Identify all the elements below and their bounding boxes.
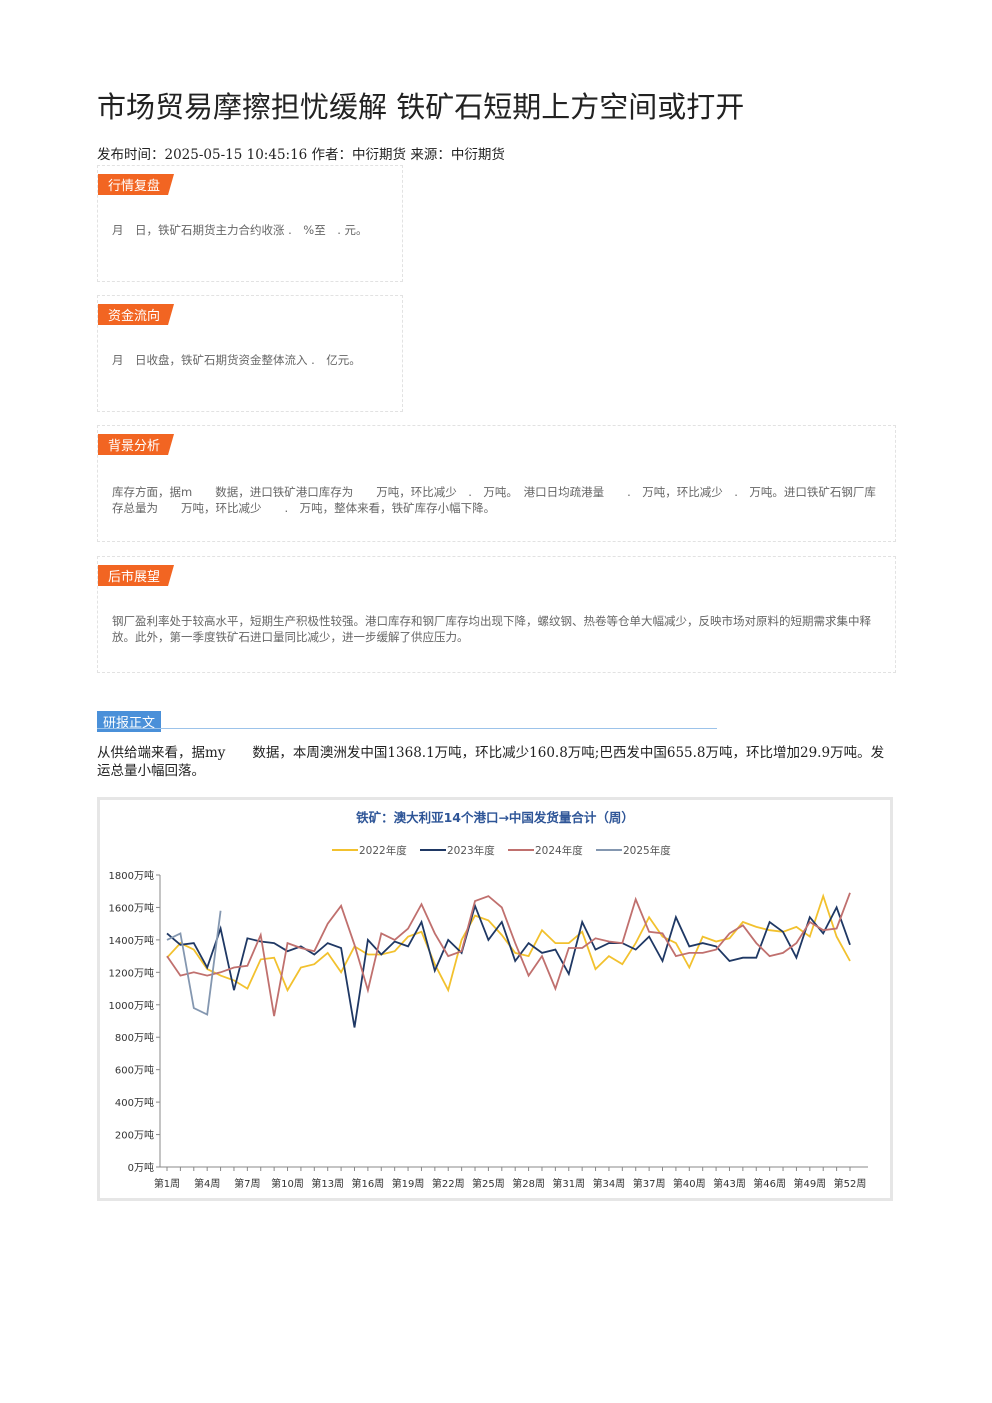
x-tick-label: 第37周: [633, 1177, 666, 1190]
x-tick-label: 第46周: [753, 1177, 786, 1190]
y-tick-label: 400万吨: [115, 1096, 154, 1109]
x-tick-label: 第31周: [552, 1177, 585, 1190]
y-tick-label: 1400万吨: [109, 934, 154, 947]
section-text: 月 日收盘，铁矿石期货资金整体流入 . 亿元。: [112, 353, 361, 367]
x-tick-label: 第25周: [472, 1177, 505, 1190]
x-tick-label: 第40周: [673, 1177, 706, 1190]
legend-label: 2023年度: [447, 844, 495, 857]
x-tick-label: 第16周: [352, 1177, 385, 1190]
section-text: 月 日，铁矿石期货主力合约收涨 . %至 . 元。: [112, 223, 368, 237]
x-tick-label: 第10周: [271, 1177, 304, 1190]
section-tag: 背景分析: [98, 434, 174, 455]
x-tick-label: 第28周: [512, 1177, 545, 1190]
section-tag: 行情复盘: [98, 174, 174, 195]
series-line: [166, 902, 851, 1028]
y-tick-label: 200万吨: [115, 1129, 154, 1142]
section-text: 钢厂盈利率处于较高水平，短期生产积极性较强。港口库存和钢厂库存均出现下降，螺纹钢…: [112, 614, 871, 644]
section-box: 背景分析 库存方面，据m 数据，进口铁矿港口库存为 万吨，环比减少 . 万吨。 …: [97, 425, 896, 542]
section-box: 后市展望 钢厂盈利率处于较高水平，短期生产积极性较强。港口库存和钢厂库存均出现下…: [97, 556, 896, 673]
title: 市场贸易摩擦担忧缓解 铁矿石短期上方空间或打开: [97, 90, 745, 124]
x-tick-label: 第43周: [713, 1177, 746, 1190]
chart: 铁矿：澳大利亚14个港口→中国发货量合计（周） 0万吨 200万吨 400万吨 600…: [109, 810, 868, 1190]
section-box: 资金流向 月 日收盘，铁矿石期货资金整体流入 . 亿元。: [97, 295, 403, 412]
y-tick-label: 1800万吨: [109, 869, 154, 882]
x-tick-label: 第7周: [234, 1177, 260, 1190]
x-tick-label: 第13周: [311, 1177, 344, 1190]
x-tick-label: 第19周: [392, 1177, 425, 1190]
meta: 发布时间：2025-05-15 10:45:16 作者：中衍期货 来源：中衍期货: [97, 147, 505, 163]
x-tick-label: 第22周: [432, 1177, 465, 1190]
y-tick-label: 800万吨: [115, 1031, 154, 1044]
x-tick-label: 第49周: [793, 1177, 826, 1190]
x-tick-label: 第34周: [593, 1177, 626, 1190]
series-line: [166, 910, 222, 1016]
x-tick-label: 第1周: [154, 1177, 180, 1190]
x-tick-label: 第52周: [834, 1177, 867, 1190]
y-tick-label: 1000万吨: [109, 999, 154, 1012]
y-tick-label: 0万吨: [128, 1161, 154, 1174]
y-tick-label: 1600万吨: [109, 901, 154, 914]
y-tick-label: 600万吨: [115, 1064, 154, 1077]
section-box: 行情复盘 月 日，铁矿石期货主力合约收涨 . %至 . 元。: [97, 165, 403, 282]
section-text: 库存方面，据m 数据，进口铁矿港口库存为 万吨，环比减少 . 万吨。 港口日均疏…: [112, 485, 876, 515]
divider: [97, 728, 717, 729]
report-tag: 研报正文: [97, 711, 162, 732]
section-tag: 后市展望: [98, 565, 174, 586]
section-tag: 资金流向: [98, 304, 174, 325]
legend-label: 2022年度: [359, 844, 407, 857]
report-text: 从供给端来看，据my 数据，本周澳洲发中国1368.1万吨，环比减少160.8万…: [97, 745, 885, 779]
series-line: [166, 892, 851, 1017]
chart-frame: 铁矿：澳大利亚14个港口→中国发货量合计（周） 0万吨 200万吨 400万吨 600…: [97, 797, 893, 1201]
legend-label: 2025年度: [623, 844, 671, 857]
legend-label: 2024年度: [535, 844, 583, 857]
x-tick-label: 第4周: [194, 1177, 220, 1190]
y-tick-label: 1200万吨: [109, 966, 154, 979]
chart-title: 铁矿：澳大利亚14个港口→中国发货量合计（周）: [356, 810, 634, 825]
